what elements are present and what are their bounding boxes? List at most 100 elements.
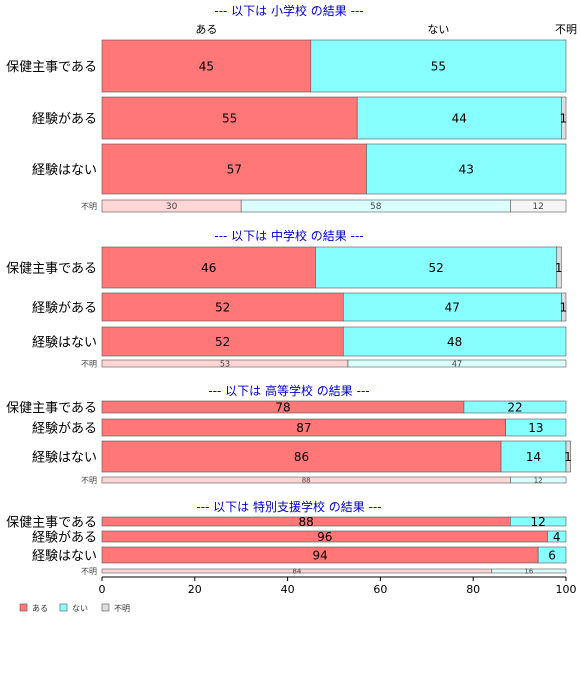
x-tick-label: 0 (99, 583, 106, 596)
row-1-nai-value-label: 22 (507, 400, 522, 414)
row-2-nai-value-label: 44 (452, 111, 467, 125)
x-tick-label: 40 (281, 583, 295, 596)
unknown-row-nai-segment (491, 568, 567, 574)
unknown-row-nai-segment (347, 359, 567, 368)
row-1-nai-value-label: 12 (531, 515, 546, 529)
row-3-nai-value-label: 6 (548, 548, 556, 562)
panel-title: --- 以下は 高等学校 の結果 --- (208, 383, 369, 398)
row-3-aru-segment (101, 143, 367, 195)
legend-label-fumei: 不明 (114, 604, 130, 613)
column-header-aru: ある (195, 23, 217, 36)
row-label: 経験がある (32, 422, 97, 437)
row-1-nai-segment (310, 39, 567, 93)
row-2-nai-segment (547, 530, 567, 543)
unknown-row-fumei-value-label: 12 (532, 202, 543, 212)
row-1-aru-segment (101, 246, 316, 289)
row-2-fumei-value-label: 1 (560, 111, 568, 125)
legend-label-aru: ある (32, 604, 48, 613)
row-2-nai-value-label: 13 (528, 421, 543, 435)
unknown-row-label: 不明 (81, 202, 97, 211)
row-3-aru-segment (101, 326, 344, 357)
row-1-aru-value-label: 78 (275, 400, 290, 414)
row-1-aru-value-label: 88 (299, 515, 314, 529)
row-2-aru-value-label: 52 (215, 300, 230, 314)
row-label: 経験はない (32, 336, 97, 351)
panel-title: --- 以下は 特別支援学校 の結果 --- (196, 499, 381, 514)
x-tick-label: 60 (373, 583, 387, 596)
column-header-fumei: 不明 (555, 23, 577, 36)
unknown-row-label: 不明 (81, 567, 97, 576)
row-1-aru-value-label: 46 (201, 261, 216, 275)
row-2-nai-segment (342, 292, 562, 322)
row-label: 経験はない (32, 549, 97, 564)
row-2-aru-segment (101, 96, 358, 140)
unknown-row-aru-value-label: 30 (166, 202, 178, 212)
row-3-fumei-value-label: 1 (564, 450, 572, 464)
row-2-aru-value-label: 96 (317, 530, 332, 544)
row-3-nai-segment (342, 326, 567, 357)
unknown-row-aru-value-label: 53 (220, 359, 230, 368)
panel-1: --- 以下は 小学校 の結果 --- 保健主事である 45 55 経験がある 55 44 1… (6, 3, 568, 213)
row-3-aru-segment (101, 440, 502, 473)
row-3-nai-segment (366, 143, 567, 195)
legend-swatch-aru (19, 603, 28, 612)
row-2-nai-value-label: 47 (445, 300, 460, 314)
row-3-aru-value-label: 86 (294, 450, 309, 464)
row-2-aru-value-label: 87 (296, 421, 311, 435)
unknown-row-nai-value-label: 16 (524, 568, 533, 576)
row-3-fumei-segment (565, 440, 571, 473)
legend-swatch-nai (59, 603, 68, 612)
row-3-nai-value-label: 48 (447, 335, 462, 349)
legend-swatch-fumei (101, 603, 110, 612)
row-3-aru-value-label: 52 (215, 335, 230, 349)
row-label: 経験がある (32, 301, 97, 316)
unknown-row-label: 不明 (81, 476, 97, 485)
x-tick-label: 20 (188, 583, 202, 596)
row-label: 保健主事である (6, 401, 97, 416)
row-1-nai-value-label: 55 (431, 59, 446, 73)
row-2-fumei-segment (561, 96, 567, 140)
panel-4: --- 以下は 特別支援学校 の結果 --- 保健主事である 88 12 経験がある 96… (6, 499, 567, 576)
row-2-nai-segment (505, 418, 567, 437)
x-axis: 0 20 40 60 80 100 (99, 576, 577, 596)
unknown-row-aru-value-label: 88 (302, 477, 311, 485)
row-1-nai-segment (463, 400, 567, 414)
row-2-nai-segment (356, 96, 562, 140)
x-tick-label: 80 (466, 583, 480, 596)
row-1-fumei-segment (556, 246, 562, 289)
legend: ある ない 不明 (19, 603, 130, 613)
unknown-row-nai-value-label: 58 (370, 202, 382, 212)
panel-2: --- 以下は 中学校 の結果 --- 保健主事である 46 52 1 経験がある 52 47… (6, 228, 567, 369)
unknown-row-aru-value-label: 84 (292, 568, 301, 576)
unknown-row-fumei-segment (510, 199, 567, 213)
row-label: 経験がある (32, 531, 97, 546)
row-1-aru-value-label: 45 (199, 59, 214, 73)
row-1-aru-segment (101, 39, 312, 93)
row-3-nai-value-label: 14 (526, 450, 541, 464)
unknown-row-nai-value-label: 12 (534, 477, 543, 485)
row-2-nai-value-label: 4 (553, 530, 561, 544)
row-1-nai-segment (510, 516, 567, 527)
row-label: 保健主事である (6, 516, 97, 531)
row-2-aru-value-label: 55 (222, 111, 237, 125)
unknown-row-nai-value-label: 47 (452, 359, 462, 368)
unknown-row-label: 不明 (81, 360, 97, 369)
row-1-nai-value-label: 52 (428, 261, 443, 275)
row-3-aru-value-label: 57 (227, 162, 242, 176)
row-1-fumei-value-label: 1 (555, 261, 563, 275)
row-2-fumei-value-label: 1 (560, 300, 568, 314)
row-3-nai-segment (537, 546, 567, 564)
panel-title: --- 以下は 小学校 の結果 --- (214, 3, 363, 18)
x-tick-label: 100 (556, 583, 577, 596)
row-3-nai-value-label: 43 (459, 162, 474, 176)
row-label: 保健主事である (6, 60, 97, 75)
legend-label-nai: ない (72, 604, 88, 613)
column-header-nai: ない (427, 23, 449, 36)
row-label: 保健主事である (6, 262, 97, 277)
row-label: 経験がある (32, 112, 97, 127)
row-1-nai-segment (315, 246, 558, 289)
row-2-fumei-segment (561, 292, 567, 322)
row-label: 経験はない (32, 163, 97, 178)
unknown-row-nai-segment (510, 476, 567, 484)
